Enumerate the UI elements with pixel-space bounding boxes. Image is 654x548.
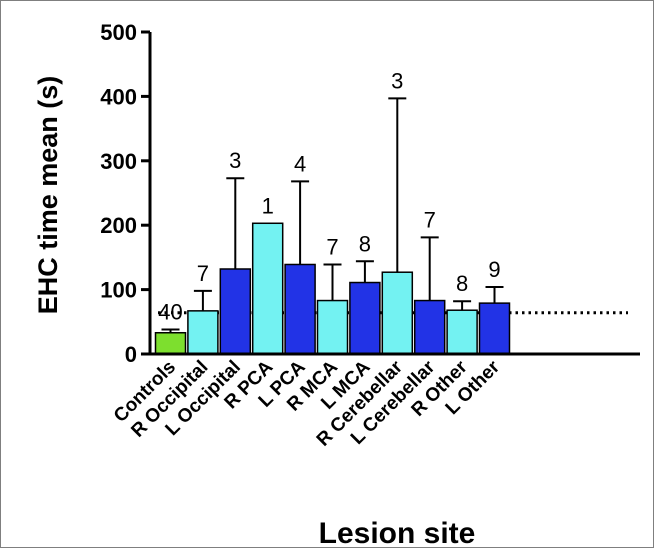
bar — [187, 310, 219, 355]
bar — [381, 271, 414, 355]
y-tick-label: 400 — [100, 84, 137, 109]
bar — [349, 281, 381, 355]
bar — [446, 309, 478, 355]
n-label: 8 — [359, 231, 371, 256]
y-tick-label: 300 — [100, 149, 137, 174]
n-label: 3 — [391, 68, 403, 93]
n-label: 7 — [197, 261, 209, 286]
n-label: 8 — [456, 271, 468, 296]
bar — [251, 222, 284, 355]
n-label: 7 — [424, 207, 436, 232]
y-axis-title: EHC time mean (s) — [33, 76, 63, 315]
bar — [316, 299, 349, 355]
y-tick-label: 100 — [100, 278, 137, 303]
y-tick-label: 0 — [125, 342, 137, 367]
axes-layer — [141, 30, 640, 356]
n-label: 3 — [229, 148, 241, 173]
bar — [219, 268, 252, 355]
bar — [284, 263, 316, 355]
x-axis-title: Lesion site — [319, 517, 476, 548]
n-label: 7 — [326, 234, 338, 259]
bars-layer — [154, 222, 511, 355]
n-label: 40 — [158, 300, 182, 325]
y-tick-label: 200 — [100, 213, 137, 238]
bar — [413, 299, 446, 355]
y-tick-label: 500 — [100, 20, 137, 45]
n-label: 4 — [294, 151, 306, 176]
n-label: 9 — [488, 257, 500, 282]
n-label: 1 — [262, 193, 274, 218]
error-bars-layer — [161, 97, 504, 333]
bar — [478, 302, 511, 355]
bar — [154, 331, 187, 355]
